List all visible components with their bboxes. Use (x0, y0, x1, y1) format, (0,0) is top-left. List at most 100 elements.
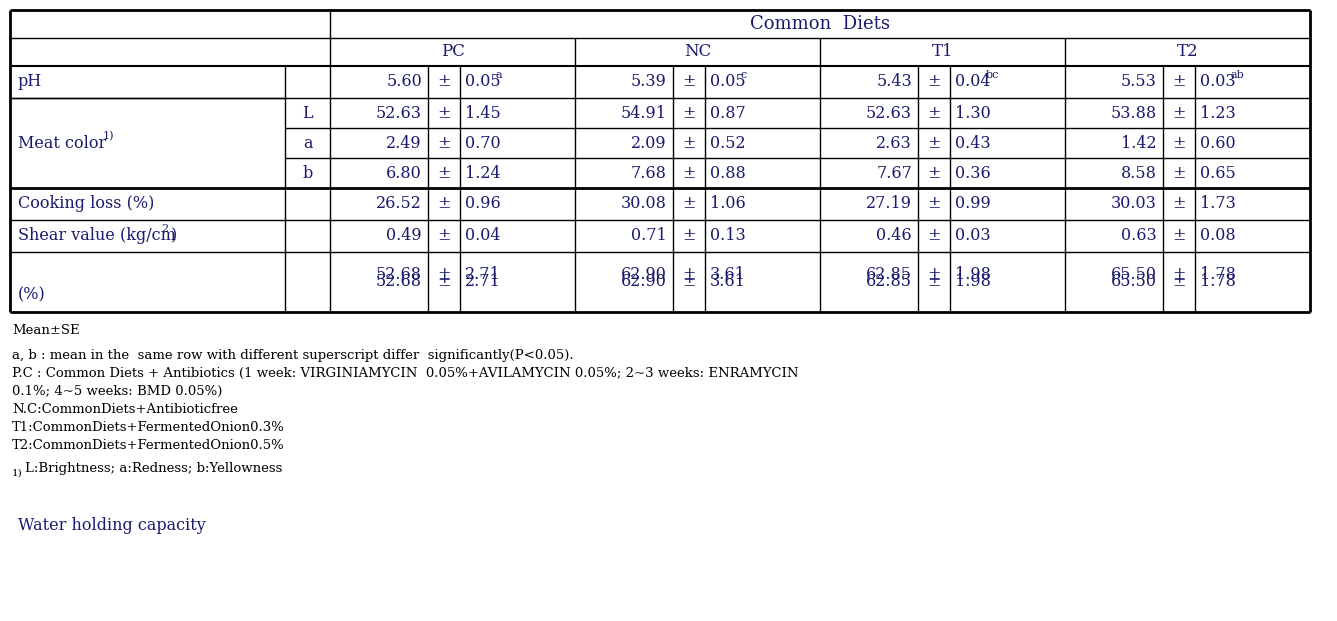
Text: 1.24: 1.24 (465, 165, 500, 181)
Text: ±: ± (927, 165, 941, 181)
Text: PC: PC (441, 43, 464, 60)
Text: 2.63: 2.63 (876, 135, 912, 152)
Text: ±: ± (927, 104, 941, 122)
Text: 30.03: 30.03 (1111, 196, 1157, 212)
Text: 62.85: 62.85 (866, 266, 912, 283)
Text: 0.36: 0.36 (955, 165, 991, 181)
Text: ±: ± (682, 135, 695, 152)
Text: 1): 1) (103, 131, 115, 141)
Text: 0.05: 0.05 (710, 73, 746, 91)
Text: 0.04: 0.04 (465, 227, 500, 245)
Text: 2.09: 2.09 (631, 135, 667, 152)
Text: a: a (302, 135, 313, 152)
Text: Water holding capacity: Water holding capacity (17, 517, 206, 533)
Text: 2: 2 (160, 224, 168, 234)
Text: 0.49: 0.49 (386, 227, 422, 245)
Text: 30.08: 30.08 (622, 196, 667, 212)
Text: ±: ± (1173, 227, 1186, 245)
Text: ±: ± (437, 273, 451, 291)
Text: 0.70: 0.70 (465, 135, 500, 152)
Text: 2.49: 2.49 (386, 135, 422, 152)
Text: Common  Diets: Common Diets (750, 15, 890, 33)
Text: 0.63: 0.63 (1122, 227, 1157, 245)
Text: ±: ± (682, 165, 695, 181)
Text: a: a (496, 70, 503, 80)
Text: 0.08: 0.08 (1199, 227, 1235, 245)
Text: 26.52: 26.52 (376, 196, 422, 212)
Text: T2:CommonDiets+FermentedOnion0.5%: T2:CommonDiets+FermentedOnion0.5% (12, 438, 285, 451)
Text: ±: ± (437, 227, 451, 245)
Text: 0.03: 0.03 (1199, 73, 1235, 91)
Text: ±: ± (437, 196, 451, 212)
Text: ±: ± (1173, 273, 1186, 291)
Text: ±: ± (1173, 104, 1186, 122)
Text: 62.85: 62.85 (866, 273, 912, 291)
Text: c: c (741, 70, 747, 80)
Text: 0.96: 0.96 (465, 196, 500, 212)
Text: 52.68: 52.68 (376, 273, 422, 291)
Text: L:Brightness; a:Redness; b:Yellowness: L:Brightness; a:Redness; b:Yellowness (25, 462, 282, 475)
Text: 1.30: 1.30 (955, 104, 991, 122)
Text: ±: ± (682, 266, 695, 283)
Text: ±: ± (927, 227, 941, 245)
Text: ±: ± (682, 227, 695, 245)
Text: 2.71: 2.71 (465, 273, 500, 291)
Text: L: L (302, 104, 313, 122)
Text: 1.45: 1.45 (465, 104, 500, 122)
Text: 2.71: 2.71 (465, 266, 500, 283)
Text: 52.68: 52.68 (376, 266, 422, 283)
Text: 5.39: 5.39 (631, 73, 667, 91)
Text: 0.88: 0.88 (710, 165, 746, 181)
Text: 52.63: 52.63 (376, 104, 422, 122)
Text: 8.58: 8.58 (1122, 165, 1157, 181)
Text: pH: pH (17, 73, 43, 91)
Text: ±: ± (437, 135, 451, 152)
Text: ): ) (171, 227, 178, 245)
Text: 0.52: 0.52 (710, 135, 746, 152)
Text: 0.43: 0.43 (955, 135, 991, 152)
Text: 5.60: 5.60 (386, 73, 422, 91)
Text: 0.71: 0.71 (631, 227, 667, 245)
Text: 7.68: 7.68 (631, 165, 667, 181)
Text: 0.99: 0.99 (955, 196, 991, 212)
Text: 5.53: 5.53 (1122, 73, 1157, 91)
Text: 5.43: 5.43 (876, 73, 912, 91)
Text: Shear value (kg/cm: Shear value (kg/cm (17, 227, 176, 245)
Text: 53.88: 53.88 (1111, 104, 1157, 122)
Text: 1.78: 1.78 (1199, 266, 1235, 283)
Text: ±: ± (927, 196, 941, 212)
Text: ±: ± (437, 73, 451, 91)
Text: 62.90: 62.90 (622, 266, 667, 283)
Text: 0.46: 0.46 (876, 227, 912, 245)
Text: 65.50: 65.50 (1111, 273, 1157, 291)
Text: ±: ± (437, 266, 451, 283)
Text: ±: ± (1173, 165, 1186, 181)
Text: 7.67: 7.67 (876, 165, 912, 181)
Text: T2: T2 (1177, 43, 1198, 60)
Text: 1.06: 1.06 (710, 196, 746, 212)
Text: 27.19: 27.19 (866, 196, 912, 212)
Text: 0.87: 0.87 (710, 104, 746, 122)
Text: 1.78: 1.78 (1199, 273, 1235, 291)
Text: 1.98: 1.98 (955, 266, 991, 283)
Text: 1.98: 1.98 (955, 273, 991, 291)
Text: 3.61: 3.61 (710, 273, 746, 291)
Text: Meat color: Meat color (17, 135, 106, 152)
Text: a, b : mean in the  same row with different superscript differ  significantly(P<: a, b : mean in the same row with differe… (12, 349, 574, 361)
Text: 3.61: 3.61 (710, 266, 746, 283)
Text: N.C:CommonDiets+Antibioticfree: N.C:CommonDiets+Antibioticfree (12, 402, 238, 415)
Text: ±: ± (682, 73, 695, 91)
Text: 1.42: 1.42 (1122, 135, 1157, 152)
Text: 0.65: 0.65 (1199, 165, 1235, 181)
Text: P.C : Common Diets + Antibiotics (1 week: VIRGINIAMYCIN  0.05%+AVILAMYCIN 0.05%;: P.C : Common Diets + Antibiotics (1 week… (12, 366, 798, 379)
Text: 52.63: 52.63 (866, 104, 912, 122)
Text: 0.05: 0.05 (465, 73, 500, 91)
Text: T1: T1 (932, 43, 953, 60)
Text: 0.1%; 4~5 weeks: BMD 0.05%): 0.1%; 4~5 weeks: BMD 0.05%) (12, 384, 222, 397)
Text: ±: ± (1173, 135, 1186, 152)
Text: ±: ± (682, 104, 695, 122)
Text: 54.91: 54.91 (620, 104, 667, 122)
Text: ±: ± (927, 73, 941, 91)
Text: ±: ± (927, 135, 941, 152)
Text: Cooking loss (%): Cooking loss (%) (17, 196, 154, 212)
